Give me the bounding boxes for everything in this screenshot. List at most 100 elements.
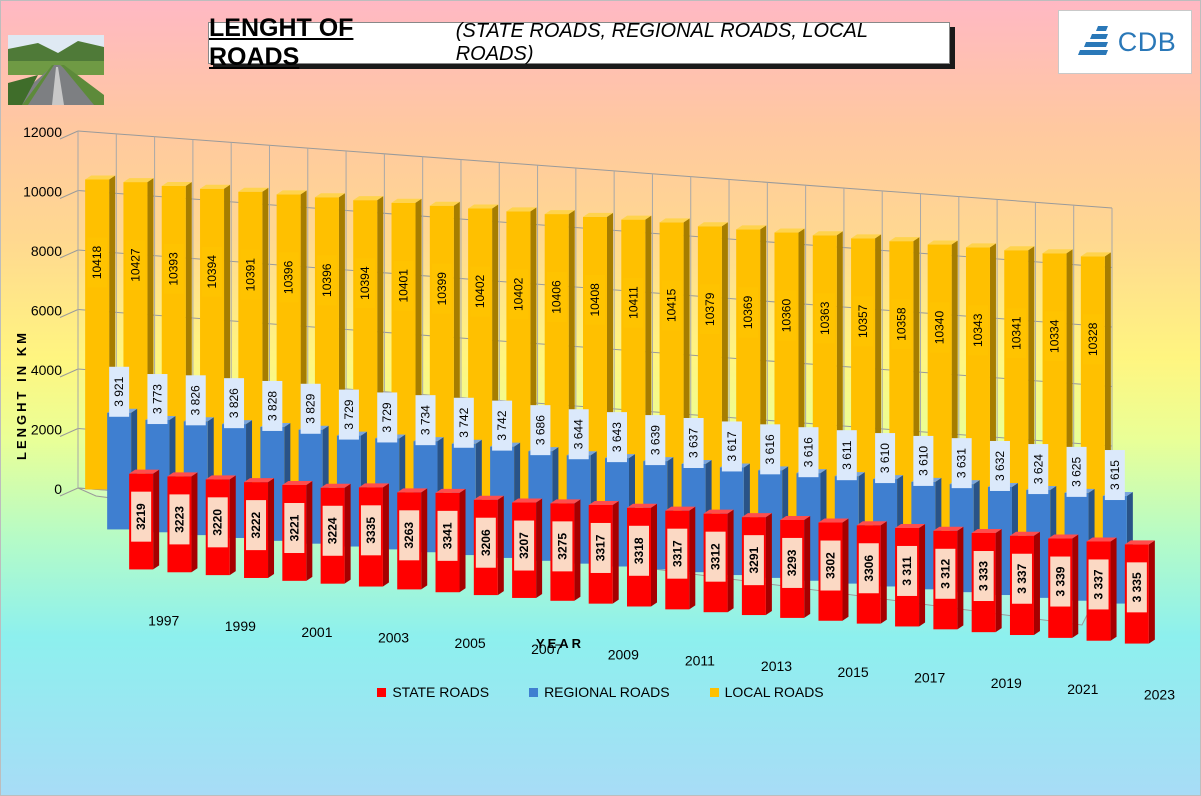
legend-item: LOCAL ROADS xyxy=(709,684,824,700)
bar-state-roads: 3341 xyxy=(435,488,466,593)
data-label-box xyxy=(705,531,726,582)
data-label: 3 644 xyxy=(572,419,586,449)
y-axis: 0 2000 4000 6000 8000 10000 12000 xyxy=(23,124,62,497)
bar-top xyxy=(1042,249,1073,254)
data-label-box xyxy=(929,302,950,353)
bar-top xyxy=(473,495,504,500)
data-label-box xyxy=(492,400,513,451)
x-tick-label: 2011 xyxy=(685,652,715,668)
data-label-box xyxy=(437,510,458,561)
data-label: 10369 xyxy=(741,295,755,329)
bar-top xyxy=(851,234,882,239)
data-label-box xyxy=(470,266,491,317)
bar-top xyxy=(659,218,690,223)
data-label-box xyxy=(836,430,857,481)
data-label-box xyxy=(169,494,190,545)
data-label-box xyxy=(508,269,529,320)
bar-top xyxy=(429,201,460,206)
bar-top xyxy=(282,481,313,486)
data-label-box xyxy=(760,424,781,475)
x-axis: 1997 1999 2001 2003 2005 2007 2009 2011 2013 2015… xyxy=(148,612,1175,702)
data-label: 3317 xyxy=(670,540,684,567)
gridline-side xyxy=(59,428,79,437)
bar-top xyxy=(1004,246,1035,251)
bar-top xyxy=(1124,540,1155,545)
data-label: 3 616 xyxy=(763,434,777,464)
bar-side xyxy=(919,523,926,627)
bar-side xyxy=(880,521,887,624)
bar-top xyxy=(244,478,275,483)
data-label: 3 686 xyxy=(533,415,547,445)
bar-top xyxy=(205,475,236,480)
data-label-box xyxy=(1088,559,1109,610)
x-tick-label: 2001 xyxy=(301,624,332,640)
data-label-box xyxy=(1006,308,1027,359)
data-label: 3 632 xyxy=(993,451,1007,481)
data-label: 3 829 xyxy=(304,393,318,423)
y-tick-label: 6000 xyxy=(31,303,62,319)
x-tick-label: 2005 xyxy=(455,635,486,651)
x-tick-label: 2007 xyxy=(531,641,562,657)
x-tick-label: 2021 xyxy=(1067,681,1098,697)
data-label-box xyxy=(798,427,819,478)
data-label-box xyxy=(546,272,567,323)
data-label-box xyxy=(322,505,343,556)
data-label: 3 312 xyxy=(938,558,952,588)
data-label: 3 610 xyxy=(878,443,892,473)
data-label-box xyxy=(284,503,305,554)
bar-top xyxy=(889,237,920,242)
bar-side xyxy=(153,469,160,570)
bar-side xyxy=(1148,540,1155,644)
x-tick-label: 2019 xyxy=(991,675,1022,691)
data-label: 3 624 xyxy=(1031,454,1045,484)
bar-side xyxy=(651,503,657,607)
data-label: 10418 xyxy=(90,245,104,279)
data-label-box xyxy=(377,392,398,443)
bar-top xyxy=(161,181,192,186)
data-label: 3 615 xyxy=(1108,460,1122,490)
bar-top xyxy=(812,231,843,236)
data-label: 10408 xyxy=(588,283,602,317)
data-label-box xyxy=(87,237,108,288)
bar-top xyxy=(588,500,619,505)
bar-top xyxy=(665,506,696,511)
data-label: 3221 xyxy=(287,514,301,541)
data-label: 3 625 xyxy=(1070,457,1084,487)
data-label: 3 335 xyxy=(1130,572,1144,602)
data-label: 10358 xyxy=(894,307,908,341)
bar-state-roads: 3224 xyxy=(320,483,351,584)
data-label: 10427 xyxy=(128,248,142,282)
data-label-box xyxy=(415,395,436,446)
data-label-box xyxy=(738,287,759,338)
data-label: 3 631 xyxy=(955,448,969,478)
data-label: 10396 xyxy=(282,260,296,294)
bar-top xyxy=(1086,537,1117,542)
data-label-box xyxy=(683,418,704,469)
bar-state-roads: 3 333 xyxy=(971,529,1002,633)
data-label-box xyxy=(897,545,918,596)
data-label: 10360 xyxy=(779,299,793,333)
bar-top xyxy=(358,483,389,488)
data-label-box xyxy=(125,240,146,291)
data-label-box xyxy=(1126,562,1147,613)
data-label-box xyxy=(393,260,414,311)
data-label: 10391 xyxy=(243,258,257,292)
data-label: 10340 xyxy=(933,311,947,345)
bar-side xyxy=(842,518,849,621)
gridline-side xyxy=(59,249,79,259)
data-label-box xyxy=(338,389,359,440)
bar-state-roads: 3291 xyxy=(741,513,772,616)
data-label: 3 337 xyxy=(1092,569,1106,599)
data-label: 3 311 xyxy=(900,556,914,586)
data-label: 3318 xyxy=(632,537,646,564)
data-label: 10394 xyxy=(358,266,372,300)
data-label-box xyxy=(207,497,228,548)
data-label: 3 742 xyxy=(495,410,509,440)
bar-front xyxy=(85,179,110,490)
data-label: 10402 xyxy=(511,277,525,311)
legend-swatch xyxy=(529,687,539,697)
bar-state-roads: 3220 xyxy=(205,475,236,576)
data-label: 3 921 xyxy=(112,376,126,406)
gridline-side xyxy=(59,368,79,378)
data-label: 10401 xyxy=(397,269,411,303)
